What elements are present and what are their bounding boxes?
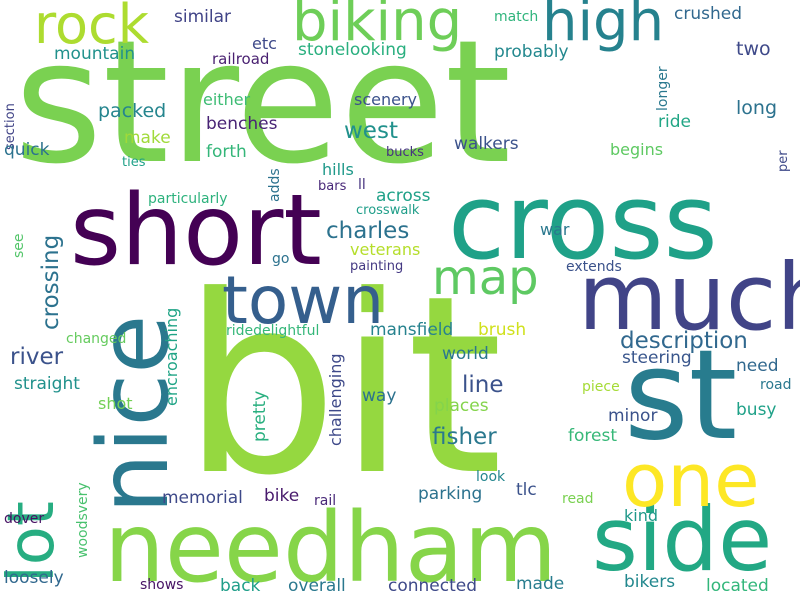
word-bucks: bucks [386, 145, 424, 160]
word-veterans: veterans [350, 240, 421, 259]
word-tlc: tlc [516, 480, 537, 500]
word-loosely: loosely [4, 568, 64, 588]
word-crossing: crossing [38, 234, 64, 330]
word-two: two [736, 38, 771, 60]
word-fisher: fisher [432, 424, 497, 450]
word-ties: ties [122, 155, 146, 170]
word-made: made [516, 574, 565, 594]
word-cross: cross [448, 161, 718, 283]
word-kind: kind [624, 506, 659, 525]
word-located: located [706, 576, 769, 596]
word-parking: parking [418, 484, 483, 504]
word-map: map [432, 250, 539, 306]
word-shot: shot [98, 394, 133, 413]
word-st: st [624, 324, 738, 468]
word-ll: ll [358, 177, 366, 193]
word-piece: piece [582, 379, 620, 395]
word-walkers: walkers [454, 134, 519, 154]
word-longer: longer [655, 66, 671, 111]
word-quick: quick [4, 140, 50, 160]
word-biking: biking [292, 0, 463, 54]
word-forest: forest [568, 426, 617, 446]
word-town: town [222, 262, 385, 339]
word-either: either [203, 90, 251, 109]
word-high: high [542, 0, 665, 54]
word-line: line [462, 372, 504, 398]
word-bit: bit [182, 244, 503, 530]
word-war: war [540, 220, 570, 239]
word-read: read [562, 491, 594, 507]
word-needham: needham [104, 492, 558, 600]
word-river: river [10, 344, 64, 370]
word-one: one [622, 438, 760, 524]
word-description: description [620, 328, 748, 354]
word-brush: brush [478, 320, 527, 340]
word-begins: begins [610, 140, 664, 159]
word-road: road [760, 377, 792, 393]
word-probably: probably [494, 42, 569, 62]
word-scenery: scenery [354, 90, 418, 109]
word-bike: bike [264, 486, 300, 506]
word-adds: adds [267, 168, 283, 202]
word-extends: extends [566, 259, 622, 275]
word-places: places [434, 396, 489, 416]
word-painting: painting [350, 259, 404, 274]
word-etc: etc [252, 34, 277, 53]
word-across: across [376, 186, 431, 206]
word-back: back [220, 576, 261, 596]
word-short: short [70, 174, 322, 288]
word-particularly: particularly [148, 191, 228, 207]
word-per: per [776, 150, 791, 172]
word-mountain: mountain [54, 44, 136, 64]
word-benches: benches [206, 114, 278, 134]
word-crushed: crushed [674, 4, 742, 24]
word-ride: ride [658, 112, 691, 132]
word-busy: busy [736, 400, 777, 420]
word-minor: minor [608, 406, 658, 426]
word-long: long [736, 97, 778, 119]
word-dover: dover [4, 511, 45, 527]
word-bars: bars [318, 179, 347, 194]
word-woodsvery: woodsvery [75, 482, 91, 558]
word-much: much [578, 244, 800, 351]
word-railroad: railroad [212, 50, 270, 68]
word-side: side [592, 488, 773, 591]
word-west: west [344, 118, 398, 144]
word-ridedelightful: ridedelightful [226, 323, 320, 339]
word-need: need [736, 356, 779, 376]
word-mansfield: mansfield [370, 320, 454, 340]
word-connected: connected [388, 576, 478, 596]
word-rail: rail [314, 493, 337, 509]
word-overall: overall [288, 576, 346, 596]
word-steering: steering [622, 348, 692, 368]
word-make: make [124, 128, 171, 148]
word-changed: changed [66, 331, 127, 347]
word-rock: rock [34, 0, 150, 56]
word-look: look [476, 469, 506, 485]
word-street: street [14, 4, 512, 202]
word-pretty: pretty [250, 390, 270, 442]
word-bikers: bikers [624, 572, 676, 592]
word-encroaching: encroaching [162, 307, 181, 406]
word-stonelooking: stonelooking [298, 40, 407, 60]
word-way: way [362, 386, 397, 406]
word-charles: charles [326, 218, 410, 244]
word-see: see [11, 233, 27, 258]
word-packed: packed [98, 100, 167, 122]
word-straight: straight [14, 374, 80, 394]
word-world: world [442, 344, 489, 364]
word-hills: hills [322, 160, 354, 179]
word-go: go [272, 251, 290, 267]
word-similar: similar [174, 7, 231, 27]
word-forth: forth [206, 142, 247, 162]
word-memorial: memorial [162, 488, 243, 508]
word-match: match [494, 9, 539, 25]
word-crosswalk: crosswalk [356, 203, 420, 218]
word-challenging: challenging [326, 353, 345, 446]
word-shows: shows [140, 577, 184, 593]
